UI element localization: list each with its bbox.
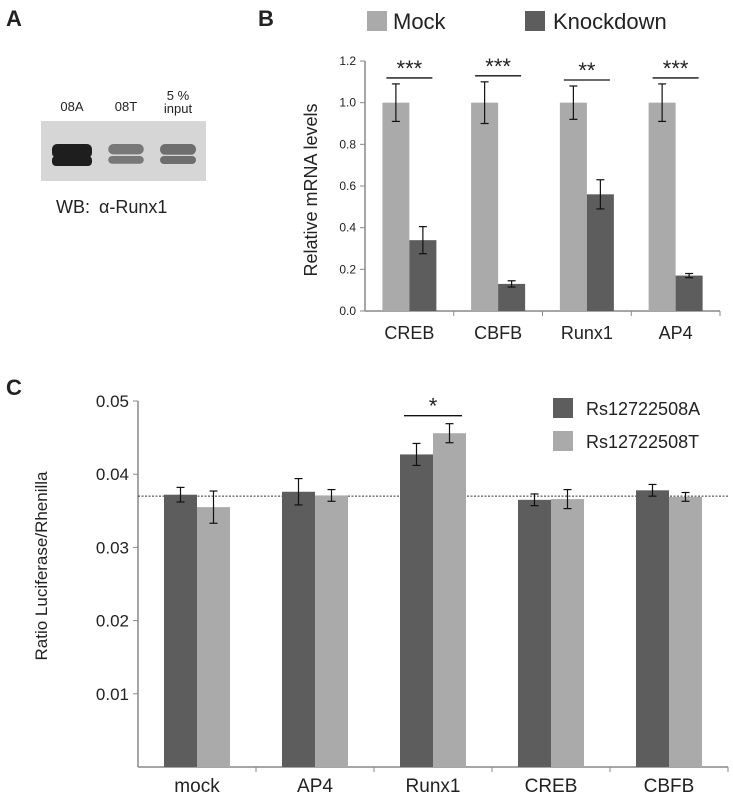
legend-swatch-knockdown — [525, 11, 545, 31]
panel-b: B Mock Knockdown Relative mRNA levels 0.… — [258, 6, 721, 343]
panel-b-significance-label-cbfb: *** — [485, 54, 511, 79]
panel-c-bar-rs12722508t-creb — [551, 499, 584, 767]
panel-c-bar-rs12722508t-runx1 — [433, 433, 466, 767]
panel-b-bar-knockdown-cbfb — [498, 283, 526, 311]
legend-swatch-allele-a — [553, 398, 573, 418]
blot-band-upper-2 — [160, 144, 196, 155]
panel-b-y-tick-label-0-8: 0.8 — [339, 137, 356, 151]
legend-label-allele-t: Rs12722508T — [586, 432, 699, 452]
panel-b-y-axis-label: Relative mRNA levels — [301, 103, 321, 276]
lane-label-input-line1: 5 % — [167, 88, 190, 103]
panel-c-y-tick-label-0-04: 0.04 — [96, 465, 129, 484]
panel-b-bar-knockdown-ap4 — [675, 275, 703, 311]
panel-b-category-label-cbfb: CBFB — [474, 323, 522, 343]
panel-a: A 08A 08T 5 % input WB: α-Runx1 — [6, 6, 206, 217]
legend-swatch-mock — [367, 11, 387, 31]
panel-b-category-label-runx1: Runx1 — [561, 323, 613, 343]
wb-label: WB: — [56, 197, 90, 217]
panel-c-category-label-creb: CREB — [525, 776, 578, 797]
panel-c: C Rs12722508A Rs12722508T Ratio Lucifera… — [6, 375, 729, 797]
legend-label-mock: Mock — [393, 9, 447, 34]
panel-c-significance-label-runx1: * — [429, 394, 438, 419]
lane-label-08t: 08T — [115, 99, 137, 114]
panel-b-significance-label-ap4: *** — [663, 56, 689, 81]
blot-band-lower-0 — [52, 156, 92, 166]
wb-antibody: α-Runx1 — [99, 197, 167, 217]
panel-c-bar-rs12722508t-ap4 — [315, 495, 348, 767]
panel-b-category-label-ap4: AP4 — [659, 323, 693, 343]
panel-b-categories: CREB CBFB Runx1 AP4 — [384, 311, 721, 343]
panel-b-y-tick-label-0-2: 0.2 — [339, 262, 356, 276]
panel-c-bars: * — [138, 394, 728, 767]
panel-b-significance-label-runx1: ** — [578, 58, 596, 83]
panel-b-bar-mock-creb — [382, 102, 410, 312]
panel-c-bar-rs12722508a-mock — [164, 494, 197, 767]
panel-c-bar-rs12722508a-cbfb — [636, 490, 669, 767]
blot-band-upper-0 — [52, 144, 92, 158]
panel-c-y-axis-label: Ratio Luciferase/Rhenilla — [32, 471, 51, 661]
blot-bands — [52, 144, 196, 166]
panel-c-category-label-runx1: Runx1 — [406, 776, 461, 797]
panel-b-bars: *** *** ** *** — [382, 54, 703, 312]
panel-c-bar-rs12722508t-mock — [197, 507, 230, 767]
panel-c-category-label-cbfb: CBFB — [644, 776, 695, 797]
panel-c-y-tick-label-0-01: 0.01 — [96, 685, 129, 704]
panel-c-category-label-ap4: AP4 — [297, 776, 333, 797]
panel-a-letter: A — [6, 6, 22, 31]
lane-label-08a: 08A — [60, 99, 83, 114]
panel-b-bar-mock-cbfb — [471, 102, 499, 312]
panel-c-letter: C — [6, 375, 22, 400]
panel-b-significance-label-creb: *** — [397, 56, 423, 81]
panel-c-y-tick-label-0-03: 0.03 — [96, 538, 129, 557]
panel-c-y-tick-label-0-02: 0.02 — [96, 612, 129, 631]
legend-label-allele-a: Rs12722508A — [586, 399, 700, 419]
panel-b-bar-mock-ap4 — [648, 102, 676, 312]
panel-b-y-tick-label-1-0: 1.0 — [339, 96, 356, 110]
panel-b-y-tick-label-0-6: 0.6 — [339, 179, 356, 193]
panel-c-y-ticks: 0.01 0.02 0.03 0.04 0.05 — [96, 392, 728, 768]
panel-c-category-label-mock: mock — [174, 776, 220, 797]
panel-c-bar-rs12722508a-runx1 — [400, 454, 433, 767]
lane-label-input-line2: input — [164, 101, 193, 116]
blot-band-lower-2 — [160, 156, 196, 164]
panel-c-bar-rs12722508a-ap4 — [282, 491, 315, 767]
panel-c-bar-rs12722508a-creb — [518, 499, 551, 767]
panel-b-letter: B — [258, 6, 274, 31]
panel-c-categories: mock AP4 Runx1 CREB CBFB — [174, 767, 729, 797]
panel-b-y-tick-label-0-4: 0.4 — [339, 221, 356, 235]
blot-band-upper-1 — [108, 144, 144, 155]
panel-b-category-label-creb: CREB — [384, 323, 434, 343]
panel-b-y-tick-label-1-2: 1.2 — [339, 54, 356, 68]
legend-label-knockdown: Knockdown — [553, 9, 667, 34]
panel-b-y-tick-label-0-0: 0.0 — [339, 304, 356, 318]
panel-b-bar-mock-runx1 — [559, 102, 587, 312]
panel-b-bar-knockdown-runx1 — [586, 194, 614, 311]
panel-c-y-tick-label-0-05: 0.05 — [96, 392, 129, 411]
panel-c-bar-rs12722508t-cbfb — [669, 496, 702, 767]
blot-band-lower-1 — [108, 156, 144, 164]
legend-swatch-allele-t — [553, 431, 573, 451]
